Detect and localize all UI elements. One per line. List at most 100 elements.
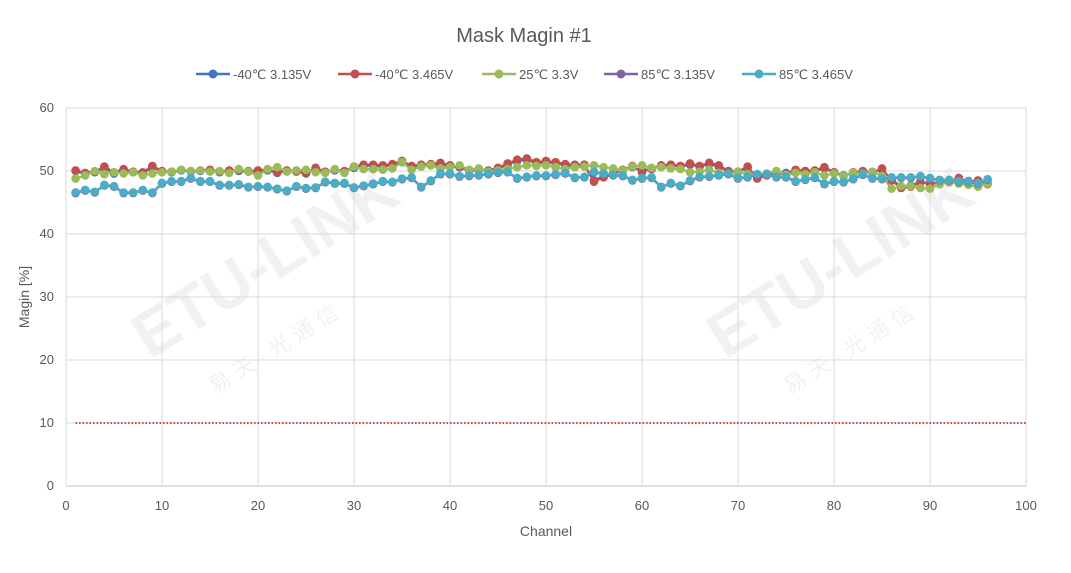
data-point xyxy=(512,162,522,172)
y-tick-label: 0 xyxy=(47,478,54,493)
data-point xyxy=(964,177,973,187)
data-point xyxy=(743,172,752,181)
data-point xyxy=(301,183,311,193)
x-tick-label: 30 xyxy=(347,498,361,513)
data-point xyxy=(752,169,762,179)
data-point xyxy=(887,184,896,193)
data-point xyxy=(378,165,388,175)
data-point xyxy=(906,173,916,182)
data-point xyxy=(119,188,128,197)
data-point xyxy=(148,188,157,197)
data-point xyxy=(282,186,292,195)
data-point xyxy=(244,167,253,176)
legend-item: 85℃ 3.465V xyxy=(742,67,853,82)
data-point xyxy=(599,169,608,178)
y-tick-label: 60 xyxy=(40,100,54,115)
data-point xyxy=(522,172,532,181)
data-point xyxy=(368,164,378,174)
data-point xyxy=(868,173,877,183)
data-point xyxy=(157,178,167,188)
data-point xyxy=(205,176,215,186)
data-point xyxy=(532,171,541,180)
data-point xyxy=(320,177,330,187)
x-tick-label: 0 xyxy=(62,498,69,513)
x-tick-label: 10 xyxy=(155,498,169,513)
data-point xyxy=(71,188,80,197)
data-point xyxy=(589,167,599,176)
data-point xyxy=(119,169,128,178)
data-point xyxy=(80,185,90,195)
data-point xyxy=(100,162,109,171)
data-point xyxy=(656,182,666,192)
legend-swatch-marker xyxy=(208,69,218,79)
data-point xyxy=(224,168,234,178)
data-point xyxy=(608,170,618,180)
data-point xyxy=(599,162,608,172)
chart-title: Mask Magin #1 xyxy=(456,25,592,47)
x-tick-label: 40 xyxy=(443,498,457,513)
data-point xyxy=(100,169,109,179)
data-point xyxy=(791,168,800,178)
data-point xyxy=(397,157,407,167)
data-point xyxy=(820,162,829,172)
data-point xyxy=(560,168,570,178)
data-point xyxy=(301,165,311,175)
data-point xyxy=(925,184,935,193)
data-point xyxy=(733,167,743,176)
data-point xyxy=(800,174,810,184)
legend-item: -40℃ 3.135V xyxy=(196,67,312,82)
y-axis-label: Magin [%] xyxy=(16,266,32,328)
data-point xyxy=(349,183,359,192)
data-point xyxy=(176,165,186,175)
data-point xyxy=(896,173,906,182)
data-point xyxy=(263,164,272,174)
data-point xyxy=(397,174,407,183)
data-point xyxy=(733,173,743,183)
data-point xyxy=(196,166,205,175)
data-point xyxy=(349,162,359,171)
data-point xyxy=(906,181,916,191)
data-point xyxy=(368,179,378,188)
series-4 xyxy=(71,167,992,197)
data-point xyxy=(877,174,887,183)
x-tick-label: 100 xyxy=(1015,498,1037,513)
x-tick-label: 20 xyxy=(251,498,265,513)
data-point xyxy=(426,176,436,185)
legend: -40℃ 3.135V -40℃ 3.465V 25℃ 3.3V 85℃ 3.135V… xyxy=(196,67,853,82)
data-point xyxy=(407,165,416,175)
data-point xyxy=(868,167,877,176)
data-point xyxy=(272,184,282,193)
series-2 xyxy=(71,157,992,193)
data-point xyxy=(647,173,656,182)
data-point xyxy=(244,182,253,192)
data-point xyxy=(532,161,541,171)
data-point xyxy=(416,162,426,171)
y-axis-ticks: 0 10 20 30 40 50 60 xyxy=(40,100,54,493)
data-point xyxy=(512,155,522,164)
data-point xyxy=(551,169,560,179)
data-point xyxy=(541,161,551,170)
data-point xyxy=(196,176,205,186)
data-point xyxy=(138,171,148,180)
data-point xyxy=(320,168,330,178)
data-point xyxy=(330,164,340,174)
data-point xyxy=(791,176,800,186)
data-point xyxy=(714,161,724,170)
x-tick-label: 50 xyxy=(539,498,553,513)
data-point xyxy=(167,167,176,176)
data-point xyxy=(810,173,820,182)
data-point xyxy=(416,182,426,192)
data-point xyxy=(282,167,292,176)
data-point xyxy=(311,167,320,177)
data-point xyxy=(916,183,925,193)
data-point xyxy=(772,172,781,181)
data-point xyxy=(839,177,848,187)
legend-swatch-marker xyxy=(754,69,764,79)
data-point xyxy=(551,162,560,172)
data-point xyxy=(541,171,551,180)
data-point xyxy=(484,169,493,178)
data-point xyxy=(234,179,244,189)
data-point xyxy=(589,161,599,170)
data-point xyxy=(580,172,589,181)
